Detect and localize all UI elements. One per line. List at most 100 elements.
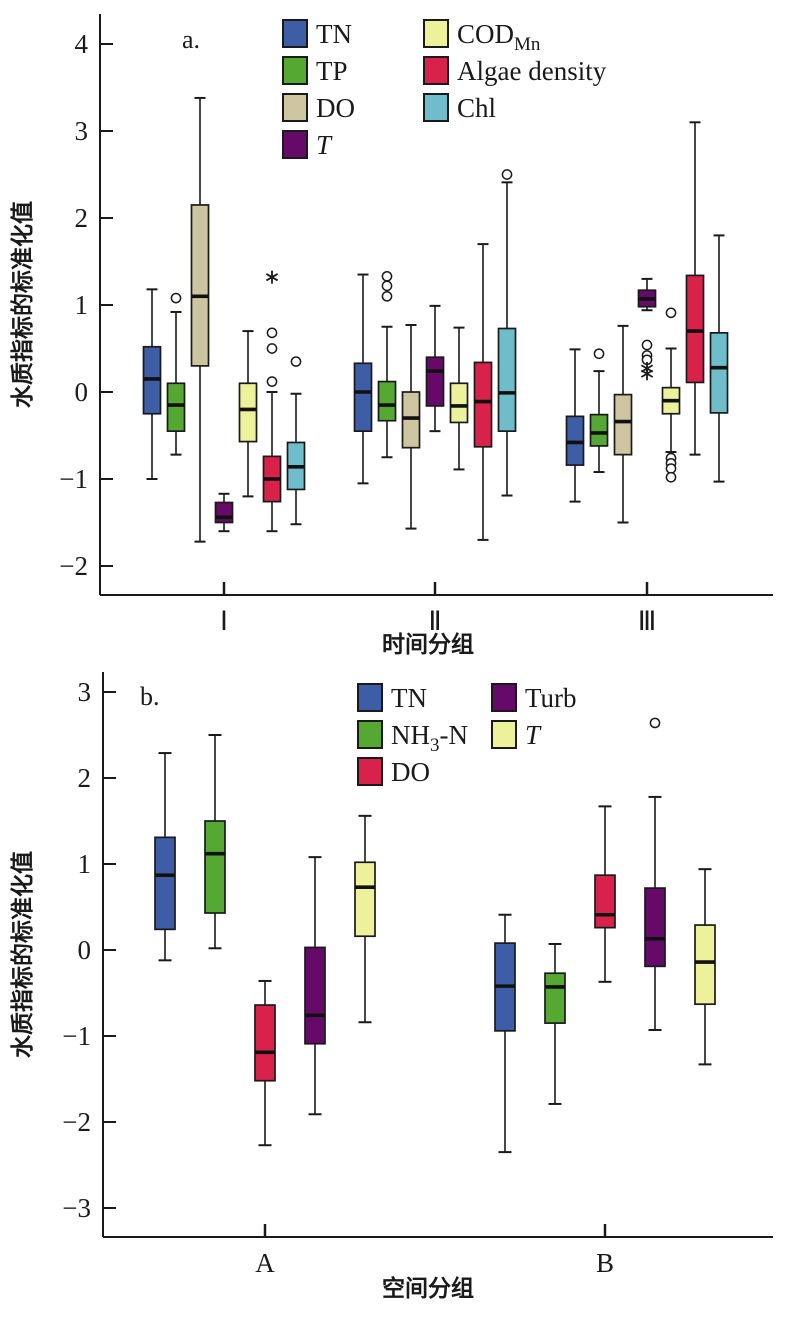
box-TP-Ⅱ [377,270,397,459]
box-NH3-N-B [544,942,566,1105]
legend-swatch-COD-Mn [423,19,449,48]
y-tick-label: 2 [78,763,92,793]
series-Turb [304,717,666,1116]
extreme-asterisk [640,367,654,381]
series-DO [190,96,633,543]
iqr-box [238,382,258,443]
legend-swatch-NH3-N [357,720,383,749]
box-Chl-Ⅰ [286,356,306,526]
box-Turb-A [304,856,326,1116]
box-TN-Ⅰ [142,288,162,480]
legend-label-TP: TP [316,56,348,86]
legend-swatch-TN [282,19,308,48]
series-TP [166,270,609,474]
legend-swatch-TP [282,56,308,85]
iqr-box [304,946,326,1045]
y-axis-title: 水质指标的标准化值 [9,851,36,1058]
panel-letter: b. [140,682,160,711]
y-tick-label: 0 [75,377,89,407]
box-DO-A [254,979,276,1147]
box-Algae-density-Ⅱ [473,243,493,541]
legend-item-NH3-N: NH3-N [357,720,468,756]
box-Chl-Ⅱ [497,169,517,497]
y-tick-label: −2 [59,551,88,581]
iqr-box [354,861,376,938]
legend-item-T: T [491,720,542,750]
iqr-box [544,972,566,1024]
outlier-circle [641,339,653,351]
box-TP-Ⅲ [589,348,609,474]
legend-swatch-Turb [491,683,517,712]
box-TN-A [154,752,176,962]
iqr-box [473,361,493,448]
y-axis-title: 水质指标的标准化值 [9,201,36,408]
outlier-circle [266,376,278,387]
box-T-Ⅱ [425,304,445,433]
box-Algae-density-Ⅰ [262,270,282,533]
box-DO-Ⅰ [190,96,210,543]
legend-item-Chl: Chl [423,93,496,123]
series-T [214,277,657,533]
series-T [354,814,716,1066]
plot-area: 4 3 2 1 0 −1 −2 Ⅰ Ⅱ Ⅲ 时间分组 水质指标的标准化值 a. TN TP DO T CODMnA… [9,14,773,658]
y-tick-label: 0 [78,935,92,965]
series-Chl [286,169,729,526]
box-Algae-density-Ⅲ [685,121,705,456]
x-ticks: Ⅰ Ⅱ Ⅲ [220,582,656,636]
iqr-box [589,413,609,447]
boxplot-panel-a: 4 3 2 1 0 −1 −2 Ⅰ Ⅱ Ⅲ 时间分组 水质指标的标准化值 a. TN TP DO T CODMnA… [9,14,773,658]
legend-item-DO: DO [282,93,355,123]
x-category-label: A [255,1248,275,1278]
outlier-circle [381,280,393,292]
iqr-box [709,331,729,414]
y-ticks: 4 3 2 1 0 −1 −2 [59,29,113,581]
outlier-circle [665,471,677,483]
x-axis-title: 时间分组 [382,631,474,658]
outlier-circle [266,343,278,354]
legend-item-Turb: Turb [491,683,577,713]
y-tick-label: 3 [78,677,92,707]
iqr-box [353,362,373,433]
box-TN-Ⅲ [565,348,585,503]
legend-label-COD-Mn: CODMn [457,19,541,55]
legend-swatch-Algae-density [423,56,449,85]
y-tick-label: 1 [75,290,89,320]
box-Turb-B [644,717,666,1031]
iqr-box [377,380,397,422]
box-DO-B [594,805,616,983]
series-COD-Mn [238,307,681,498]
box-NH3-N-A [204,734,226,950]
iqr-box [694,924,716,1006]
box-TP-Ⅰ [166,292,186,456]
outlier-circle [381,290,393,302]
series-TN [154,752,516,1154]
series-TN [142,273,585,503]
legend-label-TN: TN [391,683,427,713]
legend-swatch-T [491,720,517,749]
box-TN-B [494,913,516,1154]
iqr-box [594,874,616,929]
iqr-box [685,274,705,384]
x-category-label: Ⅱ [428,606,441,636]
y-tick-label: −1 [59,464,88,494]
legend-swatch-TN [357,683,383,712]
legend-item-DO: DO [357,757,430,787]
legend-label-Turb: Turb [525,683,577,713]
legend-label-Chl: Chl [457,93,496,123]
outlier-circle [665,463,677,474]
outlier-circle [266,327,278,339]
iqr-box [254,1004,276,1082]
outlier-circle [381,270,393,282]
box-COD-Mn-Ⅱ [449,326,469,471]
x-axis-title: 空间分组 [382,1275,474,1302]
y-tick-label: −2 [62,1107,91,1137]
y-tick-label: 1 [78,849,92,879]
legend-swatch-DO [357,757,383,786]
outlier-circle [665,307,677,319]
iqr-box [644,887,666,968]
legend-label-NH3-N: NH3-N [391,720,468,756]
iqr-box [204,820,226,914]
box-DO-Ⅱ [401,324,421,530]
